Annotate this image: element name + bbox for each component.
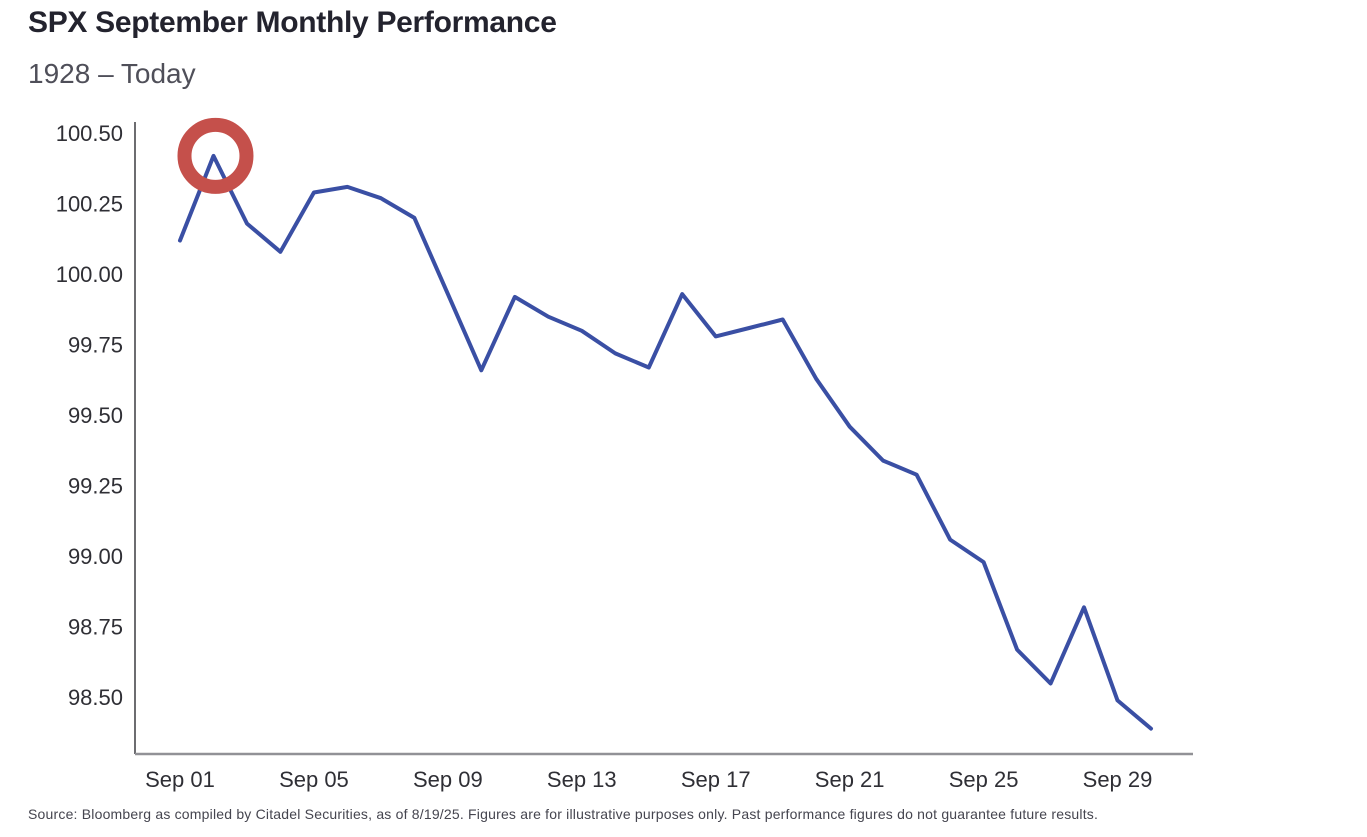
y-tick-label: 99.75 <box>68 332 123 357</box>
y-tick-label: 98.75 <box>68 615 123 640</box>
x-tick-label: Sep 29 <box>1083 767 1153 792</box>
x-tick-label: Sep 17 <box>681 767 751 792</box>
source-disclaimer: Source: Bloomberg as compiled by Citadel… <box>28 806 1099 822</box>
y-tick-label: 99.00 <box>68 544 123 569</box>
spx-performance-line <box>178 153 1153 731</box>
y-tick-label: 99.50 <box>68 403 123 428</box>
x-tick-label: Sep 21 <box>815 767 885 792</box>
y-tick-label: 100.00 <box>56 262 123 287</box>
y-tick-label: 100.50 <box>56 121 123 146</box>
x-tick-label: Sep 09 <box>413 767 483 792</box>
chart-subtitle: 1928 – Today <box>28 58 196 89</box>
x-tick-label: Sep 13 <box>547 767 617 792</box>
x-tick-label: Sep 25 <box>949 767 1019 792</box>
highlight-circle-annotation <box>177 117 254 194</box>
y-tick-label: 98.50 <box>68 685 123 710</box>
y-tick-label: 99.25 <box>68 473 123 498</box>
x-tick-label: Sep 01 <box>145 767 215 792</box>
y-tick-label: 100.25 <box>56 191 123 216</box>
x-tick-label: Sep 05 <box>279 767 349 792</box>
chart-title: SPX September Monthly Performance <box>28 6 557 39</box>
